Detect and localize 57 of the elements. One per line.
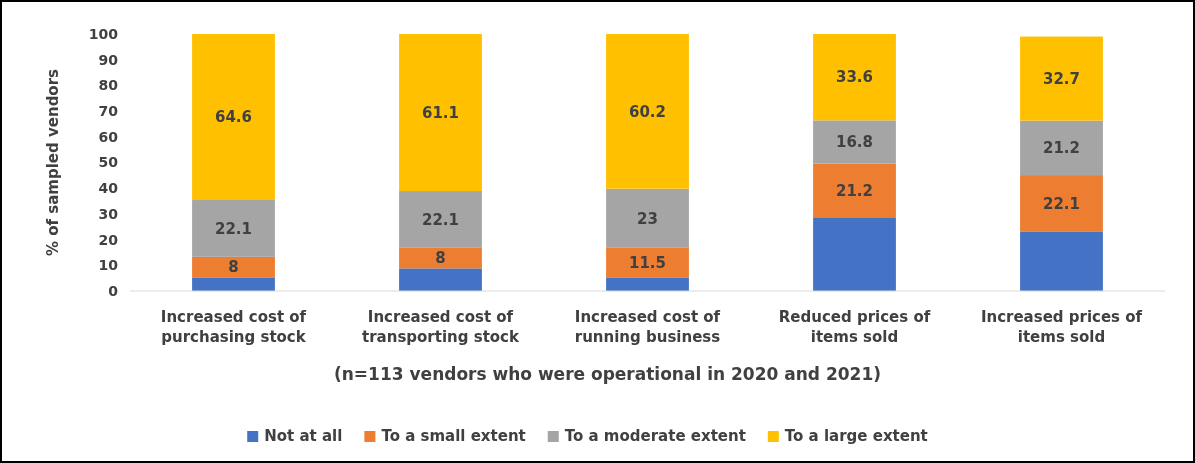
data-label: 61.1	[421, 103, 460, 122]
x-axis-title: (n=113 vendors who were operational in 2020 and 2021)	[334, 364, 881, 384]
data-label: 23	[637, 209, 658, 228]
legend-label: To a small extent	[381, 427, 526, 446]
legend-label: To a moderate extent	[564, 427, 746, 446]
bar	[399, 268, 482, 291]
y-tick-label: 90	[98, 51, 119, 68]
data-label: 60.2	[628, 102, 667, 121]
bar	[606, 247, 689, 278]
data-label: 64.6	[214, 108, 253, 127]
bar	[813, 218, 896, 291]
x-tick-label: Increased cost of transporting stock	[362, 308, 520, 346]
y-tick-label: 80	[98, 77, 119, 94]
y-tick-label: 30	[98, 205, 119, 222]
y-tick-label: 40	[98, 180, 119, 197]
bar	[1020, 175, 1103, 232]
bar	[399, 34, 482, 192]
y-tick-label: 100	[88, 25, 119, 42]
bar	[606, 188, 689, 248]
bar	[192, 277, 275, 291]
data-label: 21.2	[1042, 139, 1081, 158]
bar	[813, 34, 896, 121]
bar	[1020, 36, 1103, 121]
legend-label: To a large extent	[784, 427, 928, 446]
x-tick-label: Increased prices of items sold	[980, 308, 1143, 346]
data-label: 22.1	[421, 210, 460, 229]
legend-label: Not at all	[264, 427, 343, 446]
y-tick-label: 0	[108, 282, 119, 299]
data-label: 21.2	[835, 182, 874, 201]
data-label: 22.1	[1042, 194, 1081, 213]
y-tick-label: 50	[98, 154, 119, 171]
bar	[192, 200, 275, 257]
bar	[1020, 231, 1103, 291]
data-label: 8	[228, 258, 239, 277]
bar	[606, 34, 689, 189]
x-tick-label: Increased cost of running business	[574, 308, 721, 346]
y-tick-label: 20	[98, 231, 119, 248]
y-tick-label: 10	[98, 257, 119, 274]
y-tick-label: 60	[98, 128, 119, 145]
bar	[1020, 120, 1103, 176]
data-label: 33.6	[835, 68, 874, 87]
x-tick-label: Reduced prices of items sold	[778, 308, 931, 346]
data-label: 8	[435, 249, 446, 268]
y-tick-label: 70	[98, 103, 119, 120]
bar	[399, 191, 482, 248]
bar	[606, 277, 689, 291]
data-label: 11.5	[628, 253, 667, 272]
bar	[813, 163, 896, 219]
x-tick-label: Increased cost of purchasing stock	[160, 308, 307, 346]
bar	[399, 247, 482, 269]
data-label: 32.7	[1042, 69, 1081, 88]
data-label: 16.8	[835, 133, 874, 152]
bar	[192, 256, 275, 278]
bar	[813, 120, 896, 164]
y-axis-title: % of sampled vendors	[44, 68, 62, 256]
bar	[192, 34, 275, 201]
data-label: 22.1	[214, 219, 253, 238]
